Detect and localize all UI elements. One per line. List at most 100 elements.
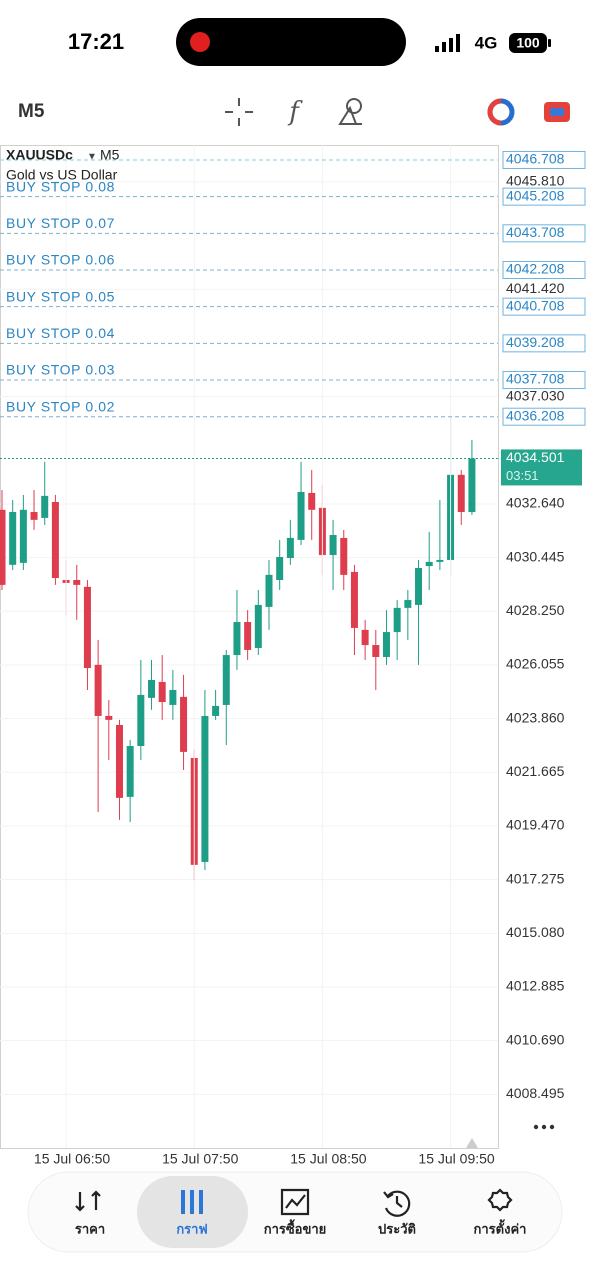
candle-body bbox=[382, 632, 390, 658]
candle-body bbox=[158, 681, 166, 703]
price-box-label: 4040.708 bbox=[506, 297, 565, 313]
y-tick-label: 4017.275 bbox=[506, 870, 565, 886]
candle-body bbox=[361, 629, 369, 646]
y-tick-label: 4021.665 bbox=[506, 763, 565, 779]
candle-body bbox=[148, 679, 156, 698]
candle-body bbox=[254, 604, 262, 648]
price-box bbox=[502, 334, 586, 353]
price-box-label: 4046.708 bbox=[506, 151, 565, 167]
order-label[interactable]: BUY STOP 0.06 bbox=[6, 252, 115, 268]
x-tick-label: 15 Jul 06:50 bbox=[34, 1151, 110, 1167]
price-box-label: 4042.208 bbox=[506, 261, 565, 277]
candle-body bbox=[115, 724, 123, 798]
current-price-label: 4034.501 bbox=[506, 449, 565, 465]
price-box-label: 4045.208 bbox=[506, 187, 565, 203]
nav-tab-label[interactable]: ประวัติ bbox=[378, 1221, 416, 1236]
candle-body bbox=[457, 474, 465, 513]
price-box bbox=[502, 297, 586, 316]
candle-body bbox=[340, 537, 348, 575]
candle-body bbox=[9, 512, 17, 565]
candle-body bbox=[404, 600, 412, 608]
order-label[interactable]: BUY STOP 0.02 bbox=[6, 398, 115, 414]
candle-body bbox=[244, 622, 252, 650]
record-dot bbox=[190, 32, 210, 52]
nav-tabs: ราคา กราฟ การซื้อขาย ประวัติ การตั้งค่า bbox=[75, 1176, 527, 1248]
price-box-label: 4039.208 bbox=[506, 334, 565, 350]
candle-body bbox=[415, 568, 423, 605]
nav-icon bbox=[280, 1188, 310, 1216]
candle-body bbox=[286, 537, 294, 558]
chart: 4045.810 4041.420 4037.030 4032.640 4030.445… bbox=[0, 145, 586, 1167]
chart-timeframe: M5 bbox=[100, 147, 120, 163]
nav-icon bbox=[181, 1190, 203, 1214]
candle-body bbox=[30, 512, 38, 520]
candle-body bbox=[425, 561, 433, 567]
candle-body bbox=[297, 491, 305, 540]
price-box-label: 4036.208 bbox=[506, 407, 565, 423]
candle-body bbox=[180, 696, 188, 752]
price-box bbox=[502, 407, 586, 426]
candle-body bbox=[126, 746, 134, 797]
price-box bbox=[502, 260, 586, 279]
y-tick-label: 4026.055 bbox=[506, 656, 565, 672]
order-label[interactable]: BUY STOP 0.04 bbox=[6, 325, 115, 341]
x-tick-label: 15 Jul 09:50 bbox=[418, 1151, 494, 1167]
battery-level: 100 bbox=[516, 35, 540, 51]
nav-icon bbox=[487, 1188, 513, 1212]
y-tick-label: 4010.690 bbox=[506, 1031, 565, 1047]
candle-body bbox=[468, 458, 476, 513]
y-tick-label: 4019.470 bbox=[506, 817, 565, 833]
y-tick-label: 4008.495 bbox=[506, 1085, 565, 1101]
candle-body bbox=[83, 586, 91, 669]
nav-tab-label[interactable]: การซื้อขาย bbox=[264, 1218, 327, 1236]
symbol-dropdown[interactable]: ▼ bbox=[87, 152, 97, 163]
dynamic-island bbox=[176, 18, 406, 66]
current-price-box bbox=[501, 449, 582, 486]
nav-tab-label[interactable]: กราฟ bbox=[176, 1221, 207, 1236]
y-tick-label: 4032.640 bbox=[506, 495, 565, 511]
price-box bbox=[502, 150, 586, 169]
candle-body bbox=[372, 645, 380, 658]
y-tick-label: 4030.445 bbox=[506, 548, 565, 564]
order-label[interactable]: BUY STOP 0.03 bbox=[6, 362, 115, 378]
candle-body bbox=[0, 509, 6, 585]
candle-body bbox=[212, 705, 220, 716]
price-box bbox=[502, 224, 586, 243]
candle-body bbox=[329, 535, 337, 556]
candle-body bbox=[169, 690, 177, 705]
candle-body bbox=[222, 655, 230, 705]
battery-tip bbox=[548, 39, 551, 47]
candle-body bbox=[73, 579, 81, 585]
order-label[interactable]: BUY STOP 0.08 bbox=[6, 178, 115, 194]
indicator-icon[interactable]: f bbox=[287, 97, 303, 127]
timeframe-button[interactable]: M5 bbox=[18, 101, 45, 122]
nav-icon bbox=[75, 1190, 101, 1212]
signal bbox=[435, 34, 460, 52]
candle-body bbox=[137, 694, 145, 747]
more-menu[interactable] bbox=[533, 1124, 555, 1130]
order-label[interactable]: BUY STOP 0.05 bbox=[6, 288, 115, 304]
candle-body bbox=[308, 492, 316, 510]
nav-icon bbox=[383, 1190, 411, 1217]
candle-body bbox=[41, 495, 49, 518]
status-time: 17:21 bbox=[68, 29, 124, 54]
price-box-label: 4043.708 bbox=[506, 224, 565, 240]
nav-tab-label[interactable]: การตั้งค่า bbox=[474, 1218, 527, 1236]
battery bbox=[509, 33, 547, 53]
candle-body bbox=[94, 664, 102, 716]
chart-frame bbox=[0, 145, 499, 1149]
nav-tab-label[interactable]: ราคา bbox=[75, 1221, 105, 1236]
candle-body bbox=[51, 501, 59, 579]
trade-icon-inner bbox=[550, 108, 564, 116]
symbol-description: Gold vs US Dollar bbox=[6, 167, 118, 183]
crosshair-icon[interactable] bbox=[225, 98, 253, 126]
order-label[interactable]: BUY STOP 0.07 bbox=[6, 215, 115, 231]
x-tick-label: 15 Jul 08:50 bbox=[290, 1151, 366, 1167]
price-box bbox=[502, 187, 586, 206]
y-tick-label: 4037.030 bbox=[506, 387, 565, 403]
candle-body bbox=[436, 559, 444, 562]
candle-body bbox=[276, 557, 284, 580]
objects-icon[interactable] bbox=[338, 98, 362, 125]
